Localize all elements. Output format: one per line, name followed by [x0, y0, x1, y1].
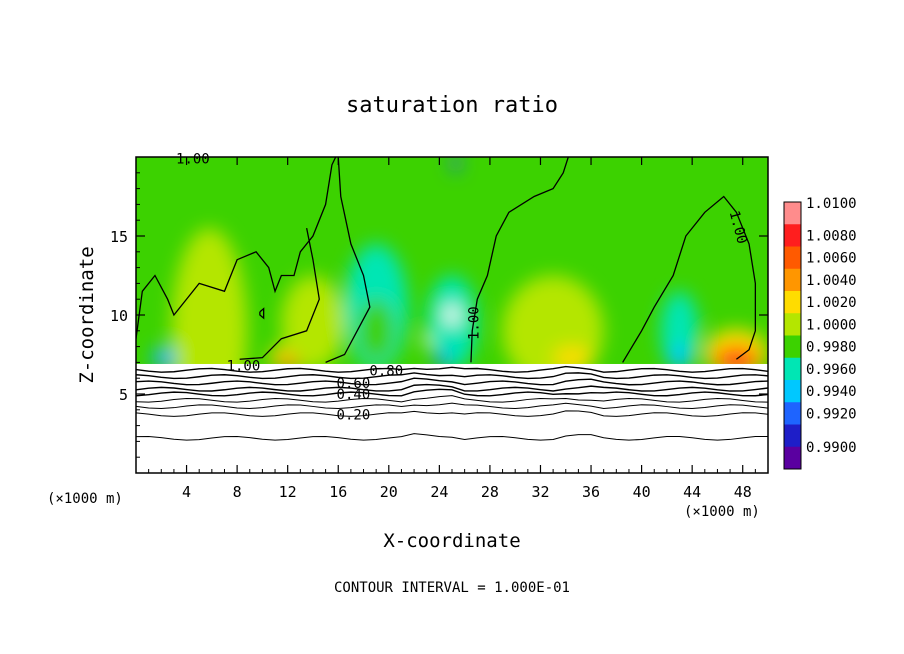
colorbar-label-10: 0.9900	[806, 440, 857, 456]
contour-lines	[136, 157, 768, 441]
contour-line-0-40	[136, 395, 768, 403]
x-tick-label-20: 20	[380, 483, 398, 501]
y-axis-label: Z-coordinate	[76, 246, 98, 383]
x-tick-label-32: 32	[531, 483, 549, 501]
x-tick-label-28: 28	[481, 483, 499, 501]
y-tick-label-5: 5	[119, 386, 128, 404]
contour-label-0: 1.00	[176, 152, 210, 168]
colorbar-swatch-8	[784, 380, 801, 403]
subsaturated-region	[136, 363, 768, 473]
x-tick-label-12: 12	[279, 483, 297, 501]
chart-title: saturation ratio	[346, 93, 558, 118]
x-tick-label-4: 4	[182, 483, 191, 501]
x-axis-unit-left: (×1000 m)	[47, 491, 123, 507]
colorbar-label-5: 1.0000	[806, 317, 857, 333]
y-tick-label-10: 10	[110, 307, 128, 325]
shade-blob-10	[553, 346, 592, 369]
contour-label-4: 0.40	[337, 387, 371, 403]
x-axis: 4 8 12 16 20 24 28 32 36 40 44 48	[148, 157, 756, 501]
colorbar-swatch-9	[784, 402, 801, 425]
contour-labels: 1.001.00 0.800.600.400.201.001.00	[176, 152, 750, 424]
shade-blob-21	[434, 352, 450, 366]
x-axis-label: X-coordinate	[383, 530, 520, 552]
y-tick-label-15: 15	[110, 228, 128, 246]
colorbar-swatch-3	[784, 268, 801, 292]
colorbar-swatch-0	[784, 202, 801, 225]
x-tick-label-44: 44	[683, 483, 701, 501]
colorbar-label-9: 0.9920	[806, 406, 857, 422]
colorbar-swatch-6	[784, 335, 801, 359]
contour-label-5: 0.20	[337, 408, 371, 424]
colorbar: 1.0100 1.0080 1.0060 1.0040 1.0020 1.0000 0.99…	[783, 196, 857, 470]
shade-blob-18	[452, 157, 460, 173]
contour-line-1-00-small-loop	[259, 307, 265, 320]
contour-label-1: 1.00	[227, 359, 261, 375]
contour-line-0-70	[136, 377, 768, 386]
x-tick-label-16: 16	[329, 483, 347, 501]
colorbar-swatch-11	[784, 446, 801, 470]
colorbar-swatch-1	[784, 224, 801, 247]
plot-area	[136, 157, 768, 473]
contour-line-0-80	[136, 372, 768, 380]
contour-line-1-00-middle	[470, 157, 569, 363]
y-axis: 5 10 15	[110, 172, 768, 458]
x-axis-unit-right: (×1000 m)	[684, 504, 760, 520]
contour-line-0-20	[136, 410, 768, 417]
contour-line-0-60	[136, 383, 768, 392]
colorbar-swatch-5	[784, 313, 801, 336]
contour-label-3: 0.60	[337, 376, 371, 392]
shade-blob-12	[668, 345, 691, 371]
colorbar-swatch-2	[784, 246, 801, 270]
colorbar-label-3: 1.0040	[806, 273, 857, 289]
x-tick-label-24: 24	[430, 483, 448, 501]
colorbar-swatch-4	[784, 291, 801, 314]
contour-line-1-00-left	[136, 157, 337, 339]
contour-line-1-00-right	[622, 195, 757, 363]
colorbar-swatch-7	[784, 357, 801, 381]
shade-blob-20	[421, 335, 432, 346]
colorbar-label-1: 1.0080	[806, 228, 857, 244]
colorbar-label-2: 1.0060	[806, 251, 857, 267]
contour-line-1-00-lower-left	[239, 227, 320, 360]
shade-blob-11	[660, 291, 699, 371]
colorbar-label-0: 1.0100	[806, 196, 857, 212]
shade-blob-19	[444, 305, 460, 325]
contour-line-1-00-right-lower	[325, 157, 371, 363]
colorbar-swatch-10	[784, 424, 801, 448]
colorbar-label-7: 0.9960	[806, 362, 857, 378]
x-tick-label-8: 8	[233, 483, 242, 501]
contour-line-0-50	[136, 388, 768, 397]
colorbar-frame	[783, 201, 802, 470]
contour-label-6: 1.00	[467, 306, 483, 340]
colorbar-label-6: 0.9980	[806, 340, 857, 356]
contour-line-0-10	[136, 433, 768, 441]
x-tick-label-48: 48	[734, 483, 752, 501]
x-tick-label-40: 40	[633, 483, 651, 501]
contour-line-0-90	[136, 365, 768, 373]
shade-blob-7	[357, 299, 396, 363]
colorbar-label-4: 1.0020	[806, 295, 857, 311]
contour-label-2: 0.80	[369, 363, 403, 379]
x-tick-label-36: 36	[582, 483, 600, 501]
contour-line-0-30	[136, 402, 768, 410]
shade-blob-5	[281, 275, 345, 371]
contour-interval-note: CONTOUR INTERVAL = 1.000E-01	[334, 580, 570, 596]
colorbar-label-8: 0.9940	[806, 384, 857, 400]
